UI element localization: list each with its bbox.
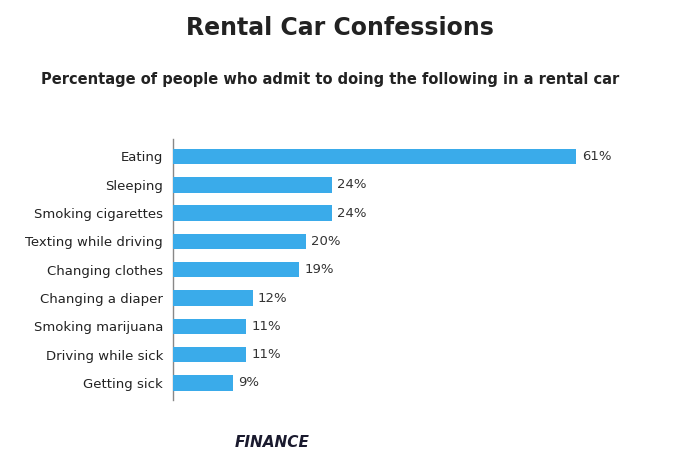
Text: 24%: 24% bbox=[337, 178, 367, 191]
Text: 19%: 19% bbox=[304, 263, 334, 276]
Bar bbox=[173, 177, 332, 193]
Bar bbox=[173, 347, 246, 362]
Bar bbox=[173, 206, 332, 221]
Text: FINANCE: FINANCE bbox=[235, 435, 309, 450]
Text: 12%: 12% bbox=[258, 292, 288, 305]
Bar bbox=[173, 262, 299, 278]
Text: 11%: 11% bbox=[252, 320, 281, 333]
Text: BUZZ: BUZZ bbox=[316, 435, 362, 450]
Text: 24%: 24% bbox=[337, 206, 367, 219]
Text: Rental Car Confessions: Rental Car Confessions bbox=[186, 16, 494, 40]
Text: 9%: 9% bbox=[238, 376, 259, 389]
Bar bbox=[173, 233, 305, 249]
Bar bbox=[173, 290, 253, 306]
Text: 11%: 11% bbox=[252, 348, 281, 361]
Bar bbox=[173, 149, 577, 164]
Bar bbox=[173, 319, 246, 334]
Text: 61%: 61% bbox=[581, 150, 611, 163]
Bar bbox=[173, 375, 233, 391]
Text: 20%: 20% bbox=[311, 235, 340, 248]
Text: Percentage of people who admit to doing the following in a rental car: Percentage of people who admit to doing … bbox=[41, 72, 619, 87]
